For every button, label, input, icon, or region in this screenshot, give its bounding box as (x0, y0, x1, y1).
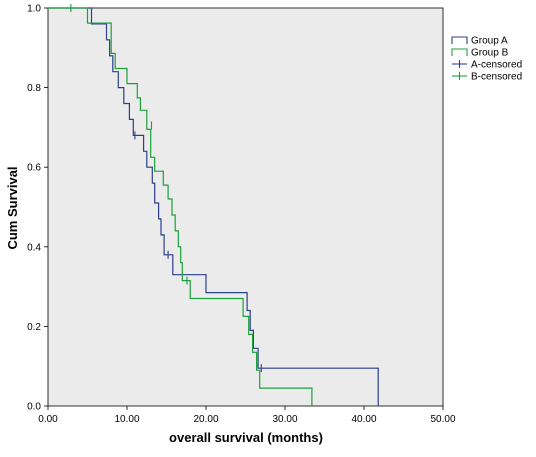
y-tick-label: 0.0 (27, 402, 41, 413)
legend-label: B-censored (471, 72, 522, 83)
y-tick-label: 0.4 (27, 242, 41, 253)
y-tick-label: 0.6 (27, 163, 41, 174)
y-tick-label: 1.0 (27, 4, 41, 15)
y-tick-label: 0.8 (27, 83, 41, 94)
curve-group-b (48, 7, 313, 406)
legend-label: A-censored (471, 60, 522, 71)
survival-curves (48, 7, 379, 406)
y-tick-label: 0.2 (27, 322, 41, 333)
censor-marks (70, 4, 262, 373)
x-tick-label: 50.00 (430, 414, 455, 425)
curve-group-a (48, 7, 379, 406)
legend-label: Group B (471, 48, 509, 59)
x-tick-label: 20.00 (193, 414, 218, 425)
x-tick-label: 10.00 (114, 414, 139, 425)
x-tick-label: 0.00 (38, 414, 58, 425)
y-axis-title: Cum Survival (5, 166, 20, 249)
legend-swatch (451, 48, 468, 56)
axes: 0.00 10.00 20.00 30.00 40.00 50.00 0.0 0.2 0.4 0.… (27, 4, 456, 426)
legend-label: Group A (471, 36, 508, 47)
legend-swatch (451, 36, 468, 44)
x-axis-title: overall survival (months) (169, 430, 323, 445)
plot-area (47, 7, 444, 407)
x-tick-label: 40.00 (351, 414, 376, 425)
x-tick-label: 30.00 (272, 414, 297, 425)
